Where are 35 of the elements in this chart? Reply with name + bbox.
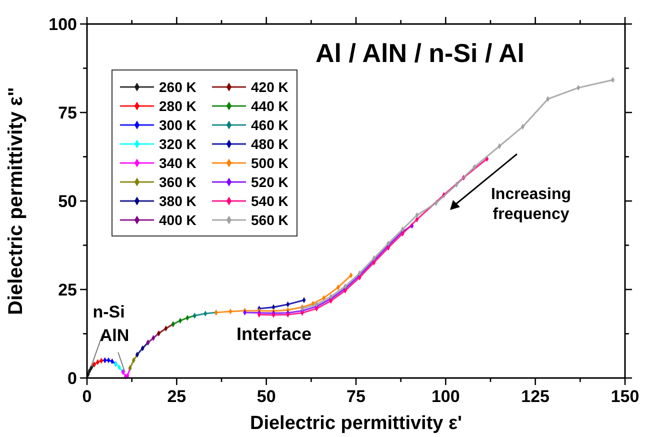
y-tick-label: 75 — [58, 104, 77, 122]
legend-label: 460 K — [251, 117, 288, 133]
legend-label: 520 K — [251, 174, 288, 190]
legend-label: 400 K — [159, 212, 196, 228]
x-axis-title: Dielectric permittivity ε' — [250, 413, 462, 434]
legend-label: 540 K — [251, 193, 288, 209]
y-tick-label: 0 — [68, 369, 77, 388]
y-axis-title: Dielectric permittivity ε" — [5, 87, 27, 315]
x-tick-label: 25 — [167, 387, 186, 406]
y-tick-label: 100 — [48, 15, 77, 34]
text: Al / AlN / n-Si / Al — [316, 38, 524, 68]
legend-label: 440 K — [251, 98, 288, 114]
x-tick-label: 50 — [256, 387, 276, 406]
annotation: Interface — [236, 324, 312, 344]
y-tick-label: 25 — [58, 280, 77, 300]
legend-label: 560 K — [251, 212, 288, 228]
legend-label: 320 K — [159, 136, 196, 152]
legend-label: 280 K — [159, 98, 196, 114]
legend-label: 420 K — [251, 79, 288, 95]
x-tick-label: 100 — [431, 387, 460, 406]
legend-label: 300 K — [159, 117, 196, 133]
annotation: n-Si — [92, 302, 125, 322]
x-tick-label: 0 — [82, 387, 92, 406]
legend-label: 360 K — [159, 174, 196, 190]
x-tick-label: 150 — [610, 387, 640, 406]
annotation: Increasing frequency — [490, 186, 572, 223]
legend-label: 480 K — [251, 136, 288, 152]
x-tick-label: 125 — [521, 387, 550, 406]
x-tick-label: 75 — [346, 387, 366, 406]
legend-label: 500 K — [251, 155, 288, 171]
legend-label: 380 K — [159, 193, 196, 209]
y-tick-label: 50 — [58, 192, 77, 211]
annotation: AlN — [100, 326, 130, 346]
legend-label: 260 K — [159, 79, 196, 95]
legend-label: 340 K — [159, 155, 196, 171]
